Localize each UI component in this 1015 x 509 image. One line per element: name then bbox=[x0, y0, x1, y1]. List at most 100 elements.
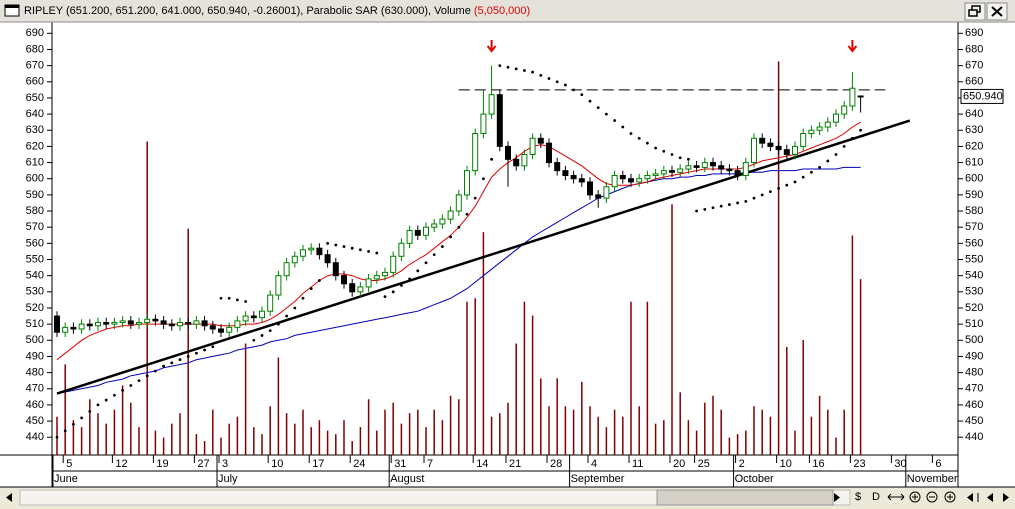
sar-dot bbox=[277, 322, 280, 326]
candle-body bbox=[259, 310, 265, 319]
month-label: October bbox=[735, 473, 774, 485]
candle-body bbox=[537, 137, 544, 144]
scroll-right[interactable] bbox=[834, 493, 840, 502]
restore-icon[interactable] bbox=[968, 9, 978, 17]
candle-body bbox=[160, 320, 167, 325]
sar-dot bbox=[810, 170, 813, 174]
sar-dot bbox=[441, 245, 444, 248]
candle-body bbox=[267, 294, 274, 312]
toolbar-prev[interactable] bbox=[987, 493, 993, 502]
y-tick-label-right: 470 bbox=[965, 383, 983, 395]
y-tick-label-right: 450 bbox=[965, 415, 983, 427]
toolbar-zoom-out[interactable] bbox=[926, 491, 938, 503]
x-tick-label: 24 bbox=[353, 458, 365, 470]
candle-body bbox=[177, 322, 183, 327]
toolbar-dollar[interactable]: $ bbox=[855, 491, 861, 503]
sar-dot bbox=[572, 88, 575, 92]
sar-dot bbox=[826, 159, 830, 163]
sar-dot bbox=[145, 374, 149, 378]
x-tick-label: 12 bbox=[115, 458, 127, 470]
toolbar-zoom[interactable] bbox=[944, 491, 956, 503]
y-tick-label-left: 630 bbox=[26, 124, 44, 136]
y-tick-label-left: 480 bbox=[26, 367, 44, 379]
toolbar-zoom-in-plus[interactable] bbox=[912, 494, 918, 500]
candle-body bbox=[250, 315, 257, 319]
sar-dot bbox=[678, 156, 682, 160]
candle-body bbox=[644, 174, 651, 180]
y-tick-label-right: 540 bbox=[965, 270, 983, 282]
y-tick-label-left: 610 bbox=[26, 156, 44, 168]
x-tick-label: 3 bbox=[222, 458, 228, 470]
sar-dot bbox=[301, 296, 305, 300]
y-tick-label-right: 550 bbox=[965, 253, 983, 265]
candle-body bbox=[816, 126, 823, 131]
x-tick-label: 2 bbox=[739, 458, 745, 470]
sar-dot bbox=[416, 269, 420, 273]
sar-dot bbox=[55, 435, 59, 439]
candle-body bbox=[54, 315, 60, 333]
sar-dot bbox=[424, 261, 428, 265]
x-tick-label: 19 bbox=[156, 458, 168, 470]
candle-body bbox=[783, 149, 790, 155]
candle-body bbox=[472, 132, 479, 172]
candle-body bbox=[152, 318, 159, 322]
toolbar-next[interactable] bbox=[1003, 493, 1009, 502]
toolbar-stretch[interactable] bbox=[887, 493, 905, 501]
scroll-left[interactable] bbox=[6, 493, 12, 502]
sar-dot bbox=[859, 128, 862, 132]
sar-dot bbox=[613, 119, 616, 122]
candle-body bbox=[595, 194, 602, 199]
signal-arrow bbox=[486, 40, 497, 53]
candle-body bbox=[193, 320, 200, 325]
sar-dot bbox=[367, 250, 370, 253]
sar-dot bbox=[555, 80, 559, 84]
sar-dot bbox=[342, 245, 346, 248]
candle-body bbox=[275, 275, 282, 296]
sar-dot bbox=[285, 314, 288, 318]
sar-dot bbox=[432, 253, 436, 257]
candle-body bbox=[529, 137, 536, 155]
toolbar-zoom-plus[interactable] bbox=[947, 494, 953, 500]
candle-body bbox=[398, 242, 405, 257]
x-tick-label: 31 bbox=[394, 458, 406, 470]
title-volume: (5,050,000) bbox=[474, 5, 530, 17]
sar-dot bbox=[851, 136, 854, 140]
candle-body bbox=[431, 223, 438, 228]
sar-dot bbox=[564, 83, 567, 87]
month-label: August bbox=[390, 473, 424, 485]
candle-body bbox=[857, 95, 864, 98]
candle-body bbox=[406, 229, 413, 244]
y-tick-label-left: 550 bbox=[26, 253, 44, 265]
sar-dot bbox=[752, 196, 756, 200]
candle-body bbox=[218, 328, 224, 333]
sar-dot bbox=[719, 204, 723, 208]
restore-button[interactable] bbox=[964, 2, 986, 21]
candle-body bbox=[759, 137, 766, 144]
x-tick-label: 28 bbox=[550, 458, 562, 470]
scroll-thumb[interactable] bbox=[656, 489, 834, 506]
candle-body bbox=[669, 170, 675, 173]
sar-dot bbox=[547, 77, 551, 80]
sar-dot bbox=[736, 201, 739, 205]
x-tick-label: 21 bbox=[509, 458, 521, 470]
toolbar-zoom-in[interactable] bbox=[909, 491, 921, 503]
toolbar-back[interactable] bbox=[967, 493, 973, 502]
sar-dot bbox=[482, 177, 485, 181]
candle-body bbox=[496, 94, 503, 147]
y-tick-label-right: 460 bbox=[965, 399, 983, 411]
sar-dot bbox=[359, 248, 362, 252]
y-tick-label-right: 660 bbox=[965, 76, 983, 88]
scroll-track[interactable] bbox=[19, 489, 851, 506]
sar-dot bbox=[113, 393, 116, 397]
signal-arrow bbox=[847, 40, 858, 53]
sar-dot bbox=[154, 369, 157, 373]
y-tick-label-right: 530 bbox=[965, 286, 983, 298]
candle-body bbox=[414, 229, 421, 236]
close-button[interactable] bbox=[986, 2, 1008, 21]
toolbar-d[interactable]: D bbox=[872, 491, 880, 503]
y-tick-label-right: 600 bbox=[965, 173, 983, 185]
candle-body bbox=[849, 87, 856, 107]
close-icon[interactable] bbox=[991, 6, 1003, 17]
y-tick-label-right: 520 bbox=[965, 302, 983, 314]
x-tick-label: 5 bbox=[66, 458, 72, 470]
